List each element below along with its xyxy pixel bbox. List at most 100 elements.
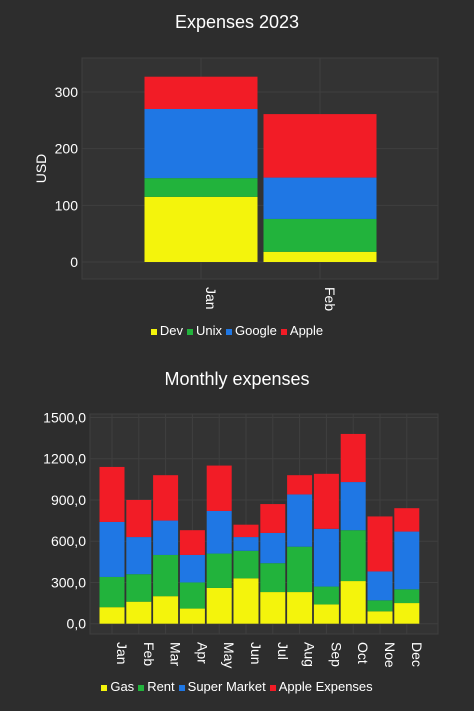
y-tick-label: 0,0 xyxy=(67,616,87,632)
bar-sep-apple-expenses xyxy=(313,473,339,529)
legend-swatch xyxy=(186,328,193,335)
bar-dec-super-market xyxy=(394,531,420,590)
bar-aug-rent xyxy=(287,546,313,593)
bar-may-rent xyxy=(206,553,232,588)
bar-sep-gas xyxy=(313,604,339,624)
bar-jun-apple-expenses xyxy=(233,524,259,538)
legend-item: Dev xyxy=(150,323,183,338)
x-tick-label: Feb xyxy=(141,642,157,666)
bar-dec-apple-expenses xyxy=(394,508,420,532)
bar-jan-gas xyxy=(99,607,125,624)
legend-label: Gas xyxy=(110,679,135,694)
legend-swatch xyxy=(138,684,145,691)
bar-sep-rent xyxy=(313,586,339,605)
legend-swatch xyxy=(178,684,185,691)
chart-1-plot-area xyxy=(81,57,439,280)
bar-feb-gas xyxy=(126,601,152,624)
bar-apr-rent xyxy=(179,582,205,609)
bar-jan-super-market xyxy=(99,521,125,577)
legend-label: Apple xyxy=(289,323,324,338)
legend-label: Rent xyxy=(147,679,175,694)
bar-oct-apple-expenses xyxy=(340,433,366,483)
legend-swatch xyxy=(280,328,287,335)
bar-aug-apple-expenses xyxy=(287,475,313,495)
x-tick-label: May xyxy=(221,642,237,668)
legend-label: Dev xyxy=(159,323,183,338)
x-tick-label: Apr xyxy=(194,642,210,664)
bar-mar-apple-expenses xyxy=(153,475,179,521)
x-tick-label: Noe xyxy=(382,642,398,668)
chart-2-title: Monthly expenses xyxy=(164,369,310,389)
legend-item: Unix xyxy=(186,323,222,338)
y-tick-label: 1500,0 xyxy=(43,409,86,425)
bar-jul-apple-expenses xyxy=(260,504,286,533)
x-tick-label: Feb xyxy=(322,287,338,311)
x-tick-label: Dec xyxy=(409,642,425,667)
bar-may-apple-expenses xyxy=(206,465,232,511)
x-tick-label: Mar xyxy=(168,642,184,666)
bar-may-gas xyxy=(206,587,232,624)
bar-aug-gas xyxy=(287,592,313,624)
bar-oct-super-market xyxy=(340,482,366,531)
y-tick-label: 600,0 xyxy=(51,533,86,549)
bar-apr-gas xyxy=(179,608,205,624)
legend-item: Google xyxy=(225,323,277,338)
bar-feb-dev xyxy=(263,251,377,262)
x-tick-label: Jun xyxy=(248,642,264,665)
bar-jan-dev xyxy=(144,196,258,262)
bar-apr-apple-expenses xyxy=(179,530,205,555)
chart-1-title: Expenses 2023 xyxy=(174,12,300,32)
bar-feb-apple xyxy=(263,114,377,178)
legend-swatch xyxy=(269,684,276,691)
legend-item: Apple xyxy=(280,323,324,338)
chart-2-legend: Gas Rent Super Market Apple Expenses xyxy=(0,679,474,694)
y-axis-label: USD xyxy=(33,154,49,184)
bar-oct-rent xyxy=(340,530,366,582)
bar-may-super-market xyxy=(206,510,232,554)
bar-jan-apple xyxy=(144,76,258,109)
legend-label: Super Market xyxy=(187,679,266,694)
x-tick-label: Jan xyxy=(114,642,130,665)
bar-jun-gas xyxy=(233,578,259,624)
bar-sep-super-market xyxy=(313,528,339,587)
y-tick-label: 300 xyxy=(55,84,79,100)
bar-apr-super-market xyxy=(179,554,205,583)
bar-noe-rent xyxy=(367,600,393,612)
legend-swatch xyxy=(150,328,157,335)
legend-label: Google xyxy=(234,323,277,338)
bar-jul-rent xyxy=(260,563,286,593)
bar-feb-google xyxy=(263,177,377,219)
bar-mar-gas xyxy=(153,596,179,624)
bar-jan-rent xyxy=(99,576,125,608)
chart-2: 0,0 300,0 600,0 900,0 1200,0 1500,0 Jan Feb Mar A… xyxy=(43,409,439,668)
legend-item: Apple Expenses xyxy=(269,679,373,694)
x-tick-label: Oct xyxy=(355,642,371,664)
legend-item: Rent xyxy=(138,679,175,694)
legend-label: Apple Expenses xyxy=(278,679,373,694)
bar-jul-gas xyxy=(260,592,286,624)
chart-1: 0 100 200 300 USD Jan Feb xyxy=(33,57,439,311)
x-tick-label: Jul xyxy=(275,642,291,660)
bar-jul-super-market xyxy=(260,532,286,564)
bar-feb-apple-expenses xyxy=(126,499,152,538)
legend-swatch xyxy=(101,684,108,691)
bar-jan-unix xyxy=(144,178,258,197)
bar-noe-super-market xyxy=(367,571,393,601)
bar-feb-unix xyxy=(263,218,377,252)
bar-jun-rent xyxy=(233,550,259,579)
bar-mar-super-market xyxy=(153,520,179,555)
y-tick-label: 200 xyxy=(55,141,79,157)
chart-1-legend: Dev Unix Google Apple xyxy=(0,323,474,338)
bar-mar-rent xyxy=(153,554,179,597)
y-tick-label: 300,0 xyxy=(51,574,86,590)
bar-feb-rent xyxy=(126,574,152,602)
y-tick-label: 900,0 xyxy=(51,492,86,508)
y-tick-label: 100 xyxy=(55,197,79,213)
bar-noe-gas xyxy=(367,611,393,624)
bar-dec-gas xyxy=(394,603,420,624)
x-tick-label: Jan xyxy=(203,287,219,310)
bar-oct-gas xyxy=(340,581,366,624)
y-tick-label: 1200,0 xyxy=(43,451,86,467)
legend-item: Super Market xyxy=(178,679,266,694)
